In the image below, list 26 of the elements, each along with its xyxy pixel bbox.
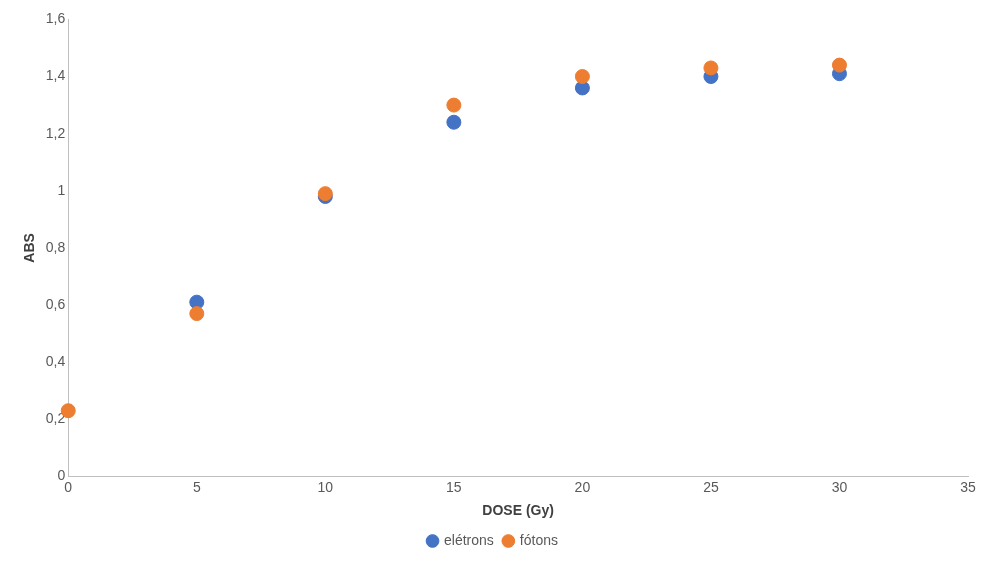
y-tick-label: 0,6 — [45, 295, 66, 312]
point — [446, 114, 462, 130]
y-tick-label: 1,6 — [45, 10, 66, 27]
point — [189, 306, 205, 322]
point — [831, 57, 847, 73]
y-tick-label: 0 — [57, 467, 66, 484]
x-tick-label: 35 — [960, 478, 976, 495]
x-tick-label: 5 — [192, 478, 201, 495]
x-tick-label: 20 — [574, 478, 591, 495]
y-tick-label: 1,4 — [45, 67, 66, 84]
y-tick-label: 1 — [57, 181, 66, 198]
point — [574, 69, 590, 85]
y-tick-label: 0,8 — [45, 238, 66, 255]
y-tick-label: 1,2 — [45, 124, 66, 141]
x-tick-label: 10 — [317, 478, 334, 495]
x-tick-label: 15 — [446, 478, 462, 495]
point — [446, 97, 462, 113]
point — [703, 60, 719, 76]
x-tick-label: 25 — [703, 478, 719, 495]
y-tick-label: 0,2 — [45, 410, 66, 427]
legend-label: elétrons — [444, 531, 494, 548]
y-tick-label: 0,4 — [45, 353, 66, 370]
x-axis-title: DOSE (Gy) — [482, 502, 554, 519]
x-tick-label: 30 — [831, 478, 848, 495]
legend-label: fótons — [519, 531, 558, 548]
y-axis-title: ABS — [21, 233, 38, 263]
